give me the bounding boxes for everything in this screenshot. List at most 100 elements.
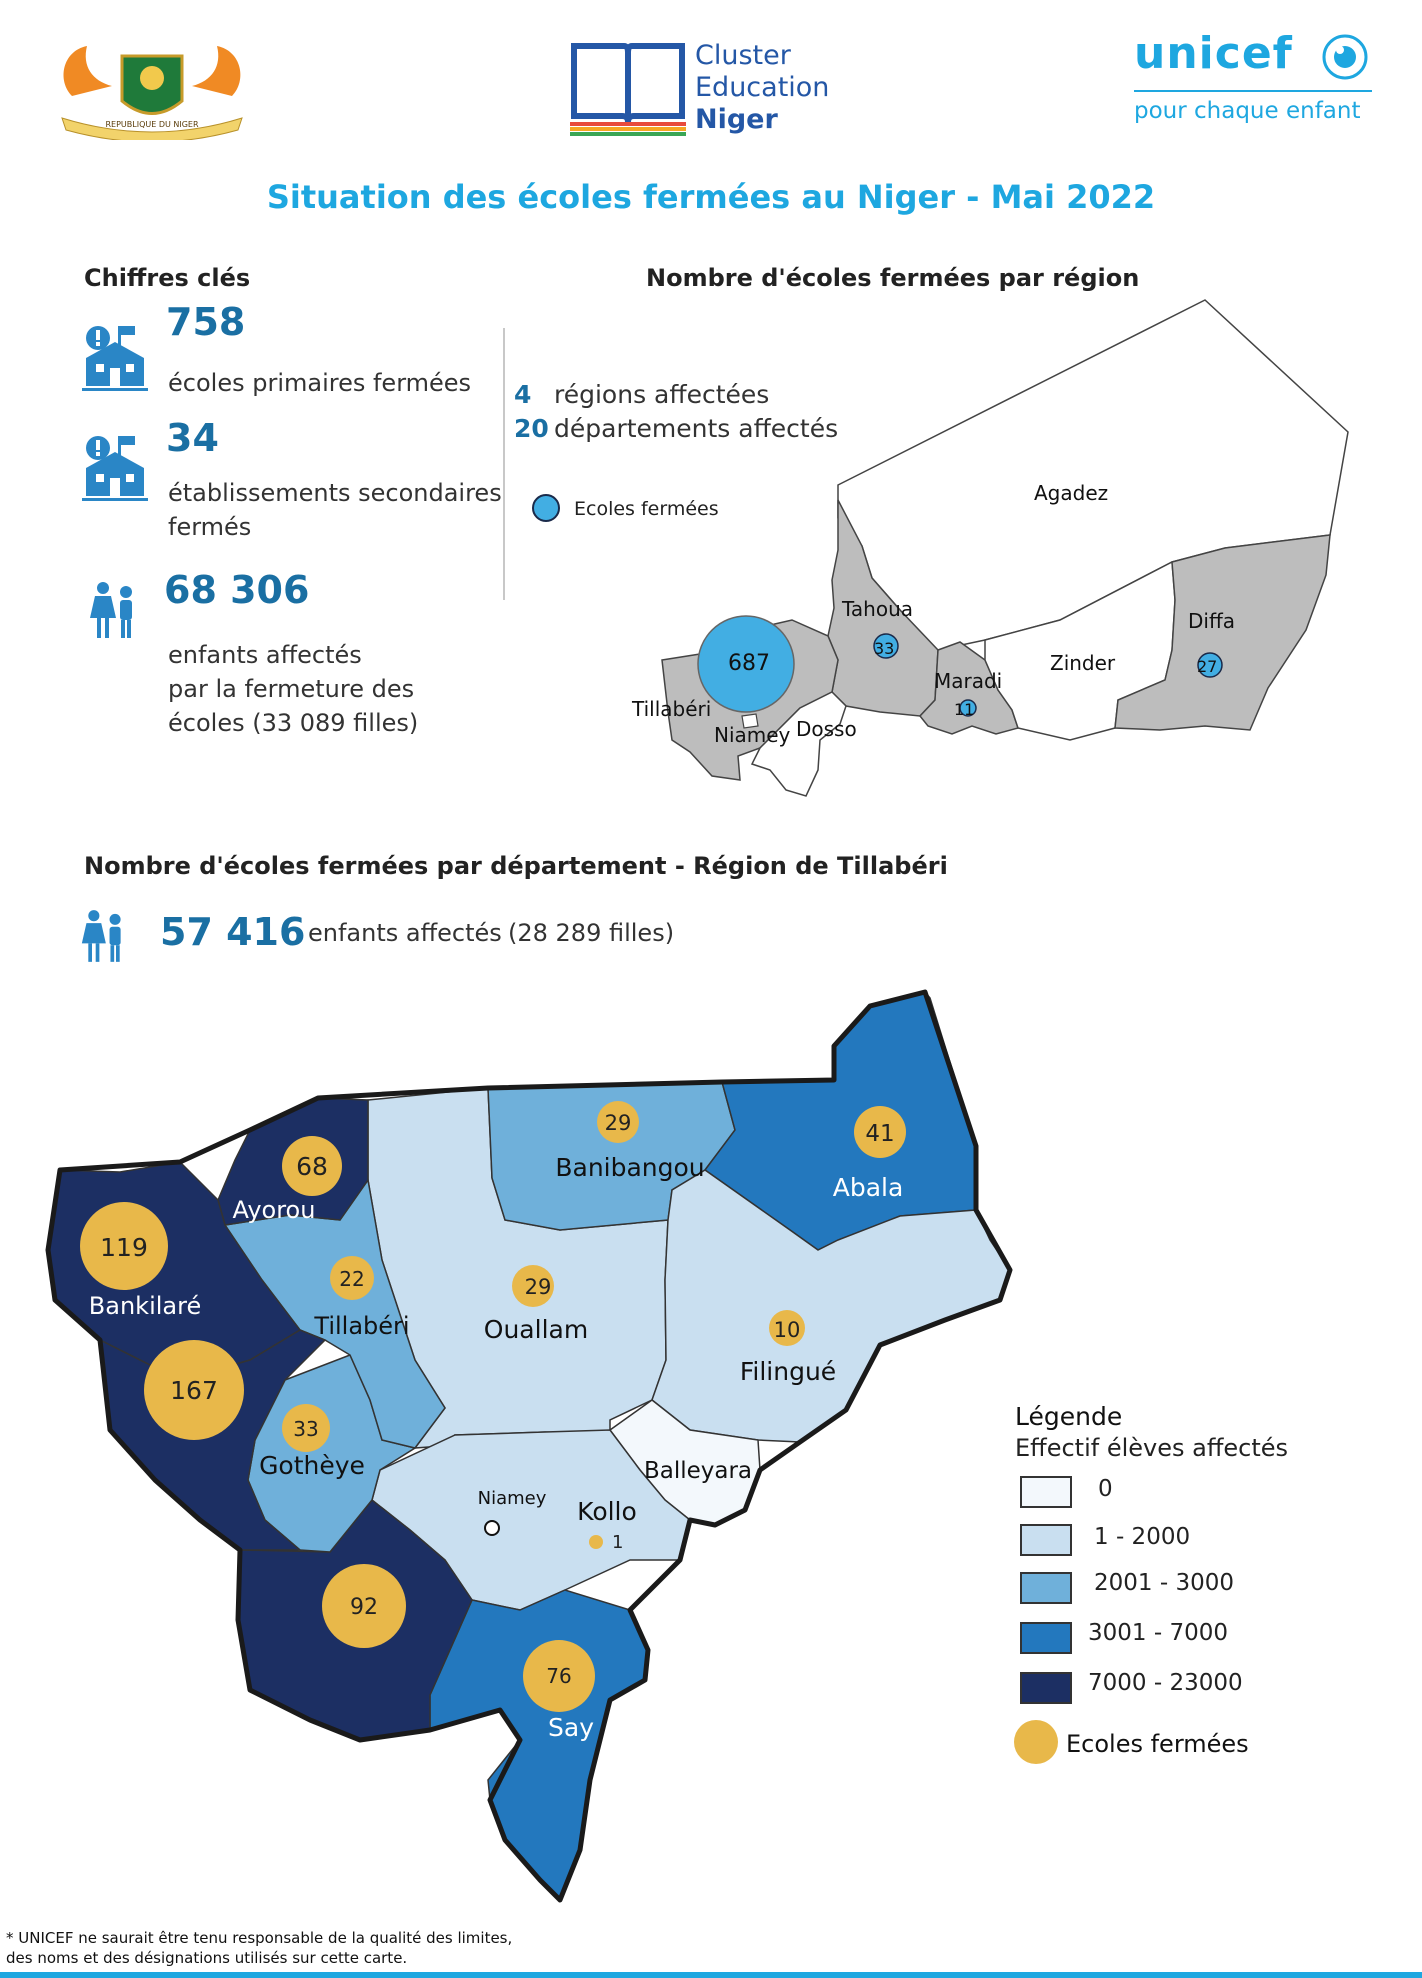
regions-affected-label: régions affectées: [554, 380, 770, 409]
children-icon: [88, 580, 140, 640]
legend-label-2: 2001 - 3000: [1094, 1570, 1234, 1596]
tillaberi-closed-circle: [697, 615, 795, 713]
region-dosso: [750, 691, 847, 797]
tillaberi-dept-label: Tillabéri: [313, 1312, 409, 1340]
bottom-accent-bar: [0, 1972, 1422, 1978]
department-map-heading: Nombre d'écoles fermées par département …: [84, 852, 948, 880]
torodi-closed-circle: [322, 1564, 406, 1648]
bankilare-closed-circle: [80, 1202, 168, 1290]
filingue-value: 10: [774, 1318, 801, 1342]
legend-label-0: 0: [1098, 1476, 1113, 1502]
maradi-label: Maradi: [934, 669, 1002, 693]
region-legend-label: Ecoles fermées: [574, 498, 719, 520]
disclaimer-line-1: * UNICEF ne saurait être tenu responsabl…: [6, 1929, 513, 1947]
banibangou-closed-circle: [597, 1101, 639, 1143]
unicef-emblem-icon: [1322, 34, 1368, 80]
balleyara-label: Balleyara: [644, 1458, 752, 1484]
tahoua-value: 33: [874, 639, 894, 658]
region-map-heading: Nombre d'écoles fermées par région: [646, 264, 1140, 292]
map-legend: Légende Effectif élèves affectés 0 1 - 2…: [1014, 1400, 1344, 1770]
diffa-label: Diffa: [1188, 609, 1235, 633]
school-closed-icon: [82, 320, 148, 392]
tillaberi-closed-circle: [330, 1256, 374, 1300]
zinder-label: Zinder: [1050, 651, 1116, 675]
children-affected-label-1: enfants affectés: [168, 641, 362, 669]
tillaberi-value: 687: [728, 651, 770, 676]
bankilare-value: 119: [100, 1233, 148, 1262]
niamey-city-label: Niamey: [478, 1488, 547, 1509]
vertical-divider: [503, 328, 505, 600]
legend-swatch-4: [1020, 1672, 1072, 1704]
legend-swatch-0: [1020, 1476, 1072, 1508]
legend-circle-label: Ecoles fermées: [1066, 1730, 1249, 1758]
ayorou-value: 68: [296, 1152, 328, 1181]
departments-affected-value: 20: [514, 414, 549, 443]
cluster-education-logo: Cluster Education Niger: [568, 40, 830, 140]
children-affected-value: 68 306: [164, 568, 310, 612]
region-tahoua: [827, 499, 939, 717]
children-affected-label-2: par la fermeture des: [168, 675, 415, 703]
legend-title: Légende: [1015, 1402, 1123, 1431]
say-label: Say: [548, 1713, 594, 1742]
ouallam-value: 29: [525, 1275, 552, 1299]
legend-swatch-3: [1020, 1622, 1072, 1654]
legend-circle-icon: [1014, 1720, 1058, 1764]
gotheye-label: Gothèye: [259, 1451, 365, 1480]
disclaimer-line-2: des noms et des désignations utilisés su…: [6, 1949, 408, 1967]
blue-circle-legend-icon: [532, 494, 560, 522]
unicef-underline: [1134, 90, 1372, 92]
maradi-value: 11: [954, 700, 974, 719]
book-icon: [570, 43, 686, 136]
niger-region-map: Agadez Tahoua 33 Diffa 27 Zinder Maradi …: [631, 299, 1349, 797]
tillaberi-children-girls: (28 289 filles): [508, 919, 675, 947]
unicef-tagline: pour chaque enfant: [1134, 98, 1361, 124]
unicef-wordmark: unicef: [1134, 28, 1293, 79]
children-icon: [80, 908, 128, 964]
secondary-schools-closed-label-2: fermés: [168, 513, 252, 541]
legend-label-1: 1 - 2000: [1094, 1524, 1191, 1550]
filingue-closed-circle: [769, 1310, 805, 1346]
diffa-value: 27: [1197, 657, 1217, 676]
legend-label-4: 7000 - 23000: [1088, 1670, 1243, 1696]
filingue-label: Filingué: [740, 1357, 836, 1386]
abala-value: 41: [865, 1121, 894, 1147]
primary-schools-closed-value: 758: [166, 300, 246, 344]
legend-label-3: 3001 - 7000: [1088, 1620, 1228, 1646]
primary-schools-closed-label: écoles primaires fermées: [168, 369, 472, 397]
niamey-label: Niamey: [714, 723, 791, 747]
tahoua-closed-circle: [873, 633, 899, 659]
tillaberi-outer-border: [45, 989, 1013, 1903]
maradi-closed-circle: [959, 699, 977, 717]
secondary-schools-closed-label-1: établissements secondaires: [168, 479, 502, 507]
unicef-logo: unicef pour chaque enfant: [1130, 28, 1380, 138]
region-niamey: [741, 713, 759, 729]
cluster-logo-line1: Cluster: [695, 40, 791, 71]
banibangou-value: 29: [605, 1111, 632, 1135]
page-title: Situation des écoles fermées au Niger - …: [266, 178, 1156, 216]
children-affected-label-3: écoles (33 089 filles): [168, 709, 419, 737]
abala-label: Abala: [833, 1173, 904, 1202]
abala-closed-circle: [854, 1106, 906, 1158]
legend-swatch-2: [1020, 1572, 1072, 1604]
ayorou-closed-circle: [282, 1136, 342, 1196]
secondary-schools-closed-value: 34: [166, 416, 219, 460]
tillaberi-children-label: enfants affectés: [308, 919, 502, 947]
tera-closed-circle: [144, 1340, 244, 1440]
bankilare-label: Bankilaré: [89, 1292, 201, 1320]
gotheye-value: 33: [293, 1417, 318, 1441]
agadez-label: Agadez: [1034, 481, 1108, 505]
region-diffa: [1114, 534, 1331, 731]
ouallam-label: Ouallam: [484, 1315, 588, 1344]
say-closed-circle: [523, 1640, 595, 1712]
ouallam-closed-circle: [512, 1265, 554, 1307]
dept-say: [429, 1589, 649, 1902]
cluster-logo-line2: Education: [695, 72, 830, 103]
say-value: 76: [546, 1664, 571, 1688]
kollo-value: 1: [612, 1532, 623, 1553]
coat-of-arms-ribbon-text: REPUBLIQUE DU NIGER: [105, 120, 199, 129]
kollo-closed-circle: [589, 1535, 603, 1549]
tillaberi-children-value: 57 416: [160, 910, 306, 954]
departments-affected-label: départements affectés: [554, 414, 839, 443]
banibangou-label: Banibangou: [555, 1153, 704, 1182]
